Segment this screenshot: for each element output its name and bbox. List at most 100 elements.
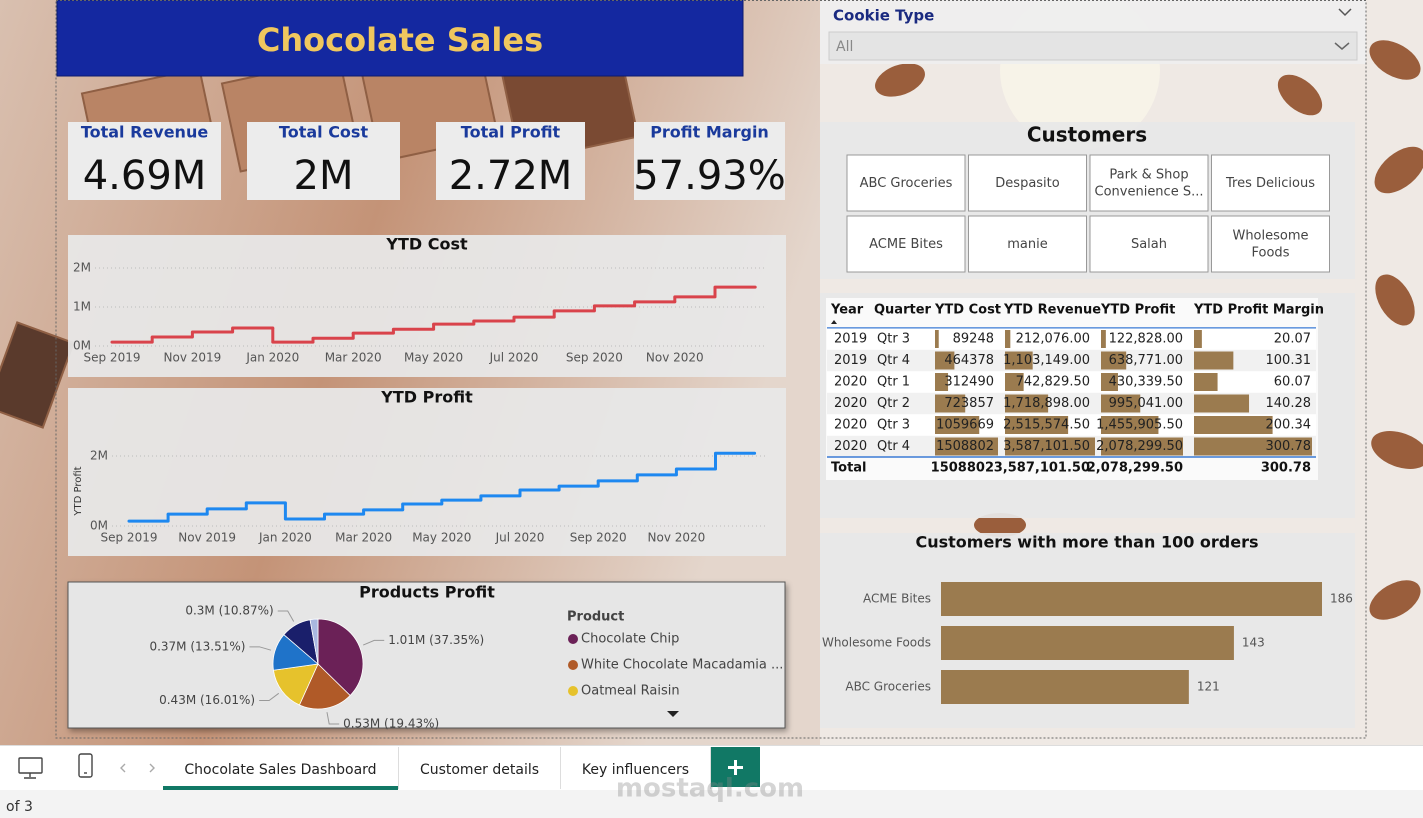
customer-label: Tres Delicious <box>1225 176 1315 191</box>
customer-label-line: Salah <box>1131 237 1167 252</box>
customer-label-line: Convenience S... <box>1095 184 1204 199</box>
pie-label: 0.53M (19.43%) <box>343 716 439 730</box>
kpi-card <box>68 122 221 200</box>
table-cell: 3,587,101.50 <box>1003 439 1090 454</box>
table-cell: 212,076.00 <box>1016 332 1090 347</box>
panel <box>67 581 786 729</box>
table-total: Total <box>831 461 867 476</box>
customer-label: ACME Bites <box>869 237 943 252</box>
table-cell: 1,718,898.00 <box>1003 396 1090 411</box>
status-bar <box>0 790 1423 818</box>
tab-label[interactable]: Customer details <box>420 762 539 778</box>
table-cell: 742,829.50 <box>1016 375 1090 390</box>
table-cell: 723857 <box>944 396 994 411</box>
page-tab[interactable] <box>163 747 398 789</box>
table-total: 3,587,101.50 <box>994 461 1090 476</box>
kpi-value: 2.72M <box>449 153 573 199</box>
data-bar <box>1194 437 1312 456</box>
data-bar <box>1101 416 1159 434</box>
x-tick-label: Sep 2020 <box>566 351 623 365</box>
table-cell: 60.07 <box>1274 375 1311 390</box>
customer-button[interactable] <box>968 154 1087 212</box>
leader-line <box>326 712 340 725</box>
category-label: ACME Bites <box>863 592 931 606</box>
table-row <box>827 371 1316 393</box>
x-tick-label: Jul 2020 <box>489 351 539 365</box>
customer-button[interactable] <box>1089 215 1209 273</box>
device-icons[interactable] <box>18 753 155 779</box>
legend-marker <box>568 634 578 644</box>
data-bar <box>935 394 966 413</box>
table-cell: Qtr 3 <box>877 332 910 347</box>
chart-title: Products Profit <box>359 583 495 602</box>
chevron[interactable] <box>1334 42 1350 50</box>
page-tab[interactable] <box>399 747 560 789</box>
table-total: 2,078,299.50 <box>1087 461 1183 476</box>
bar <box>941 582 1322 616</box>
pie-label: 1.01M (37.35%) <box>388 633 484 647</box>
data-bar <box>935 437 998 456</box>
x-tick-label: May 2020 <box>412 531 471 545</box>
legend-marker <box>568 686 578 696</box>
customer-button[interactable] <box>846 215 966 273</box>
customer-button[interactable] <box>846 154 966 212</box>
data-bar <box>1101 373 1118 391</box>
customer-label: Despasito <box>995 176 1059 191</box>
legend-title: Product <box>567 610 624 625</box>
kpi-card <box>247 122 400 200</box>
table-cell: Qtr 4 <box>877 353 910 368</box>
customer-label-line: Tres Delicious <box>1225 176 1315 191</box>
x-tick-label: Sep 2019 <box>84 351 141 365</box>
category-label: ABC Groceries <box>845 680 931 694</box>
panel <box>68 235 786 377</box>
table-cell: 638,771.00 <box>1109 353 1183 368</box>
kpi-label: Total Revenue <box>81 123 209 142</box>
sort-indicator <box>831 320 837 324</box>
table-cell: 430,339.50 <box>1109 375 1183 390</box>
bar <box>941 670 1189 704</box>
table-cell: Qtr 1 <box>877 375 910 390</box>
column-header: Year <box>830 303 864 318</box>
table-cell: Qtr 4 <box>877 439 910 454</box>
customer-button[interactable] <box>1089 154 1209 212</box>
data-bar <box>1101 351 1127 370</box>
data-bar <box>1101 437 1183 456</box>
customer-label: Park & Shop Convenience S... <box>1095 167 1204 199</box>
pie-label: 0.37M (13.51%) <box>149 639 245 653</box>
x-tick-label: Mar 2020 <box>325 351 382 365</box>
table-cell: 464378 <box>944 353 994 368</box>
tab-label[interactable]: Chocolate Sales Dashboard <box>184 762 376 778</box>
chevron[interactable] <box>1338 8 1352 17</box>
data-bar <box>1005 351 1033 370</box>
column-header: YTD Profit Margin <box>1193 303 1324 318</box>
x-tick-label: Nov 2019 <box>164 351 222 365</box>
pie-label: 0.43M (16.01%) <box>159 693 255 707</box>
x-tick-label: Nov 2020 <box>646 351 704 365</box>
slicer-value: All <box>836 39 853 55</box>
tab-label[interactable]: Key influencers <box>582 762 689 778</box>
page-tab[interactable] <box>561 747 710 789</box>
slicer-dropdown[interactable] <box>828 31 1358 61</box>
data-bar <box>1101 330 1106 348</box>
legend-label: Oatmeal Raisin <box>581 684 680 699</box>
x-tick-label: Sep 2020 <box>570 531 627 545</box>
data-bar <box>1005 416 1069 434</box>
table-cell: 2020 <box>834 396 867 411</box>
table-cell: Qtr 2 <box>877 396 910 411</box>
table-cell: 2020 <box>834 418 867 433</box>
table-total: 1508802 <box>931 461 994 476</box>
kpi-value: 2M <box>294 153 354 199</box>
legend-more[interactable] <box>667 711 679 717</box>
data-bar <box>935 351 955 370</box>
table-cell: 312490 <box>944 375 994 390</box>
customer-label: Salah <box>1131 237 1167 252</box>
data-bar <box>1194 373 1218 391</box>
customer-button[interactable] <box>968 215 1087 273</box>
customers-title: Customers <box>1027 123 1147 147</box>
customer-button[interactable] <box>1211 154 1330 212</box>
y-axis-label: YTD Profit <box>73 466 84 516</box>
y-tick-label: 1M <box>73 300 91 314</box>
leader-line <box>259 692 280 702</box>
pie-slice <box>309 618 319 665</box>
customer-button[interactable] <box>1211 215 1330 273</box>
